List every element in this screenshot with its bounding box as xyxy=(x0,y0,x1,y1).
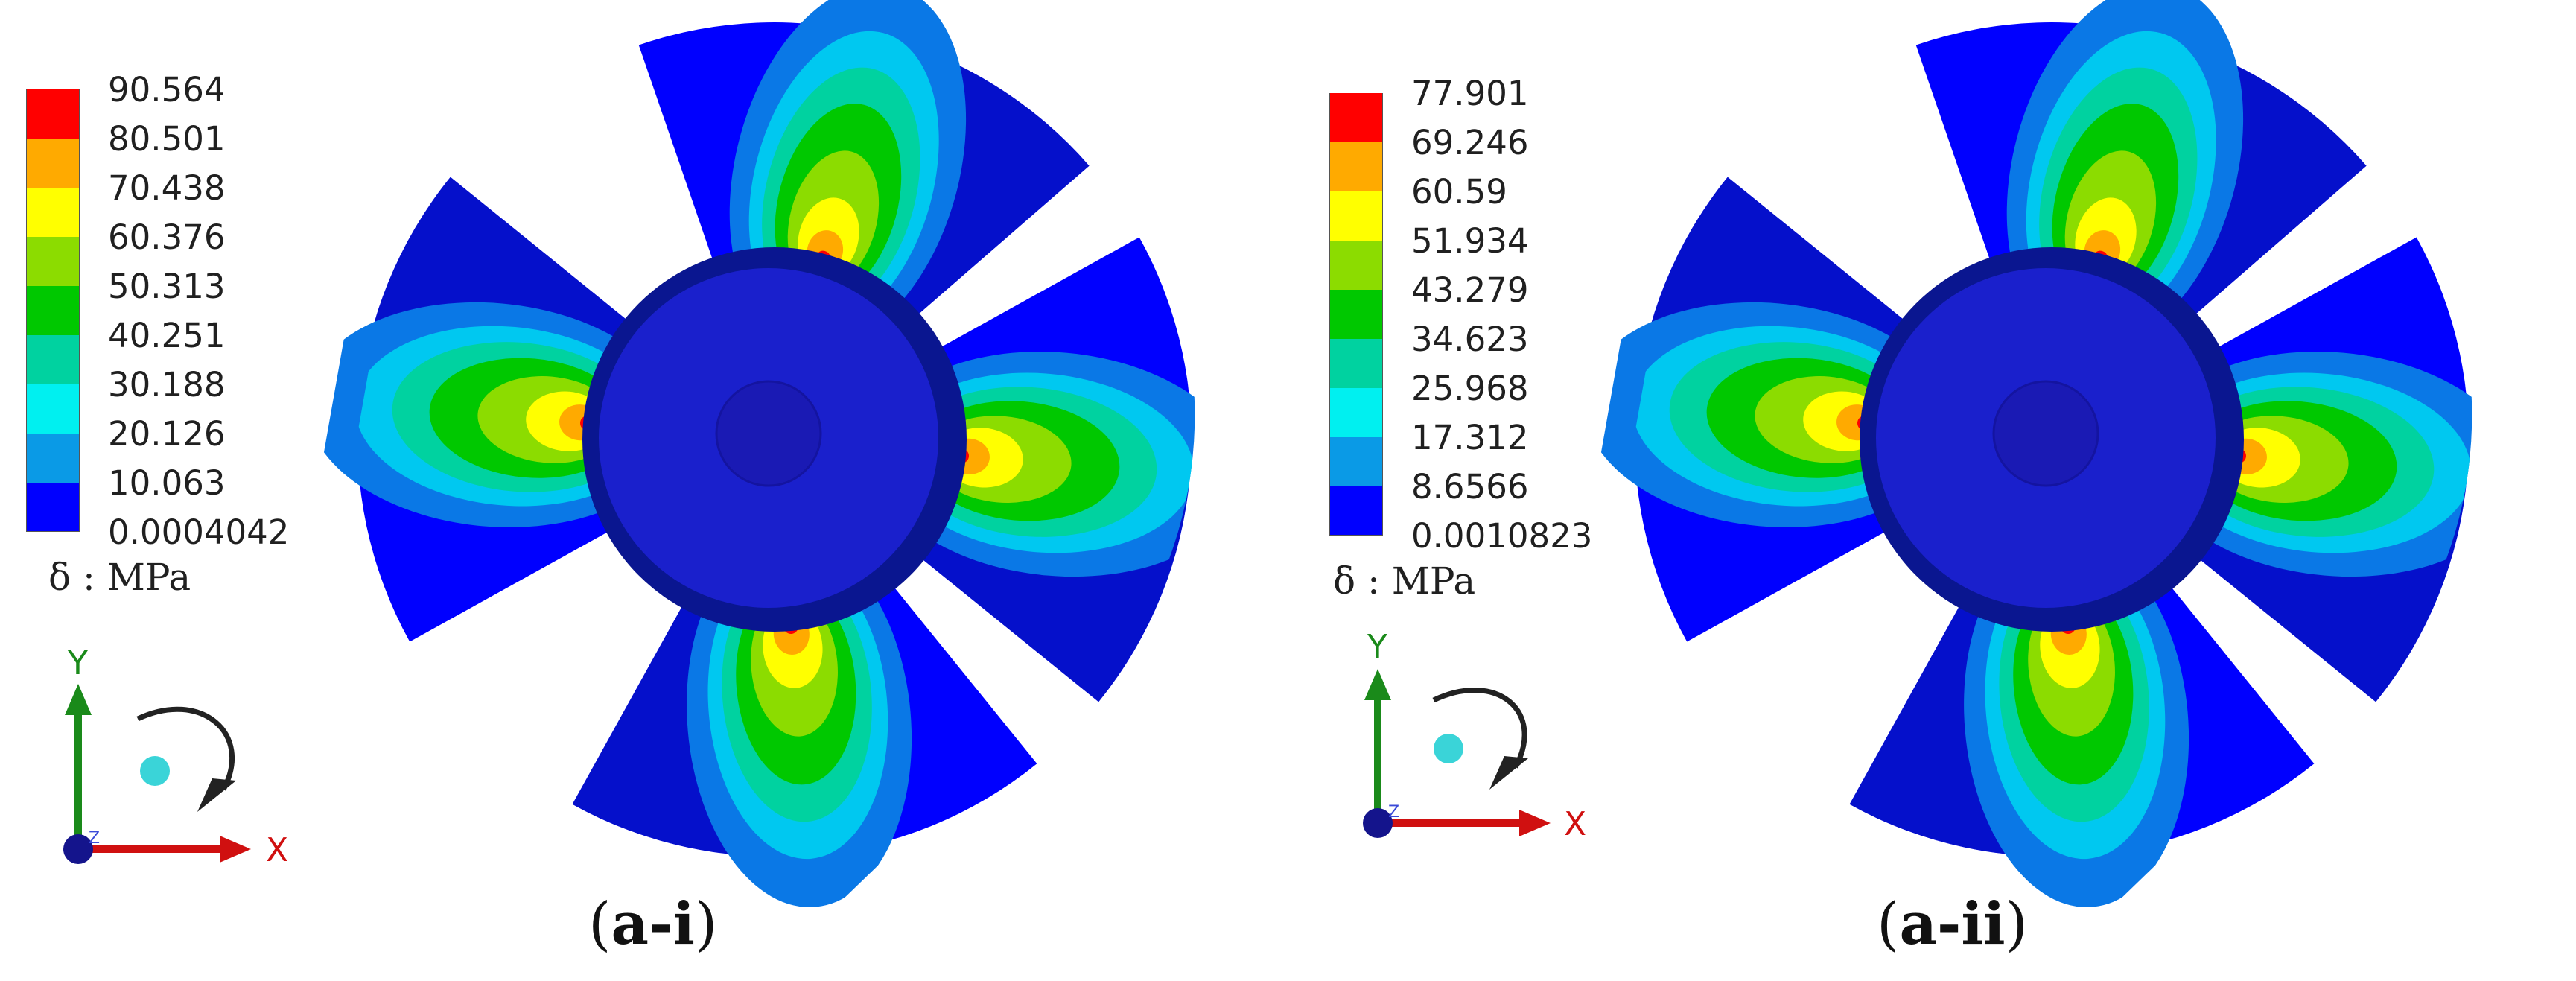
axis-triad-a-ii: Y X Z xyxy=(1363,628,1586,843)
caption-close-paren: ) xyxy=(2005,891,2029,958)
legend-swatch xyxy=(1329,93,1383,142)
legend-swatch xyxy=(1329,142,1383,191)
legend-tick-label: 8.6566 xyxy=(1411,467,1529,507)
legend-swatch xyxy=(26,139,80,188)
legend-swatch xyxy=(26,384,80,434)
y-axis-head xyxy=(65,684,92,715)
caption-a-ii: (a-ii) xyxy=(1877,890,2028,958)
caption-label: a-i xyxy=(611,890,695,958)
blade xyxy=(1584,177,1937,642)
legend-tick-label: 10.063 xyxy=(108,463,226,503)
legend-swatch xyxy=(1329,191,1383,241)
legend-swatch xyxy=(26,237,80,286)
legend-tick-label: 50.313 xyxy=(108,267,226,306)
z-axis-label: Z xyxy=(1388,803,1399,822)
legend-swatch xyxy=(26,434,80,483)
y-axis-label: Y xyxy=(67,644,88,682)
y-axis-head xyxy=(1364,669,1391,700)
propeller-a-ii xyxy=(1584,0,2488,907)
rotation-arrow-head xyxy=(197,778,236,812)
rotation-center-sphere xyxy=(1434,734,1463,763)
legend-unit-label: δ : MPa xyxy=(1333,559,1476,603)
caption-open-paren: ( xyxy=(588,891,611,958)
legend-tick-label: 51.934 xyxy=(1411,221,1529,261)
legend-tick-label: 60.376 xyxy=(108,218,226,257)
legend-tick-label: 17.312 xyxy=(1411,418,1529,457)
x-axis-label: X xyxy=(266,831,288,869)
legend-tick-label: 69.246 xyxy=(1411,123,1529,162)
x-axis-head xyxy=(220,836,251,863)
blades-a-ii xyxy=(1584,0,2488,907)
legend-tick-label: 20.126 xyxy=(108,414,226,454)
caption-close-paren: ) xyxy=(694,891,718,958)
legend-tick-label: 0.0004042 xyxy=(108,512,290,552)
legend-tick-label: 34.623 xyxy=(1411,320,1529,359)
hub-boss-a-i xyxy=(715,380,822,487)
legend-swatch xyxy=(1329,437,1383,486)
legend-swatch xyxy=(1329,388,1383,437)
legend-tick-label: 40.251 xyxy=(108,316,226,355)
panel-a-ii: Y X Z 77.901 69.246 60.59 51.934 43.279 … xyxy=(1288,0,2576,981)
rotation-center-sphere xyxy=(140,756,170,786)
z-axis-dot xyxy=(1363,808,1393,838)
legend-tick-label: 90.564 xyxy=(108,70,226,109)
legend-swatch xyxy=(26,188,80,237)
rotation-arrow-arc xyxy=(136,706,235,791)
y-axis-label: Y xyxy=(1367,628,1387,666)
legend-unit-label: δ : MPa xyxy=(48,556,191,599)
legend-tick-label: 30.188 xyxy=(108,365,226,404)
propeller-stress-contour-a-i: Y X Z xyxy=(63,0,1211,907)
legend-tick-label: 60.59 xyxy=(1411,172,1507,212)
legend-tick-label: 0.0010823 xyxy=(1411,516,1593,556)
legend-swatch xyxy=(1329,241,1383,290)
legend-tick-label: 80.501 xyxy=(108,119,226,159)
legend-tick-label: 43.279 xyxy=(1411,270,1529,310)
rotation-arrow-arc xyxy=(1432,688,1527,769)
legend-tick-label: 70.438 xyxy=(108,168,226,208)
z-axis-dot xyxy=(63,834,93,864)
legend-swatch xyxy=(1329,486,1383,536)
legend-swatch xyxy=(1329,290,1383,339)
rotation-arrow-head xyxy=(1489,756,1528,790)
axis-triad-a-i: Y X Z xyxy=(63,644,288,869)
hub-boss-a-ii xyxy=(1992,380,2099,487)
caption-label: a-ii xyxy=(1899,890,2006,958)
caption-open-paren: ( xyxy=(1877,891,1900,958)
legend-tick-label: 77.901 xyxy=(1411,74,1529,113)
panel-a-i: Y X Z 90.564 80.501 70.438 60.376 50.313… xyxy=(26,0,1211,958)
x-axis-label: X xyxy=(1564,805,1586,843)
legend-tick-label: 25.968 xyxy=(1411,369,1529,408)
legend-swatch xyxy=(26,89,80,139)
caption-a-i: (a-i) xyxy=(588,890,717,958)
legend-swatch xyxy=(26,483,80,532)
propeller-stress-contour-a-ii: Y X Z xyxy=(1363,0,2488,907)
legend-swatch xyxy=(26,286,80,335)
x-axis-head xyxy=(1519,810,1551,836)
propeller-a-i xyxy=(307,0,1211,907)
z-axis-label: Z xyxy=(89,829,100,848)
legend-swatch xyxy=(1329,339,1383,388)
legend-swatch xyxy=(26,335,80,384)
